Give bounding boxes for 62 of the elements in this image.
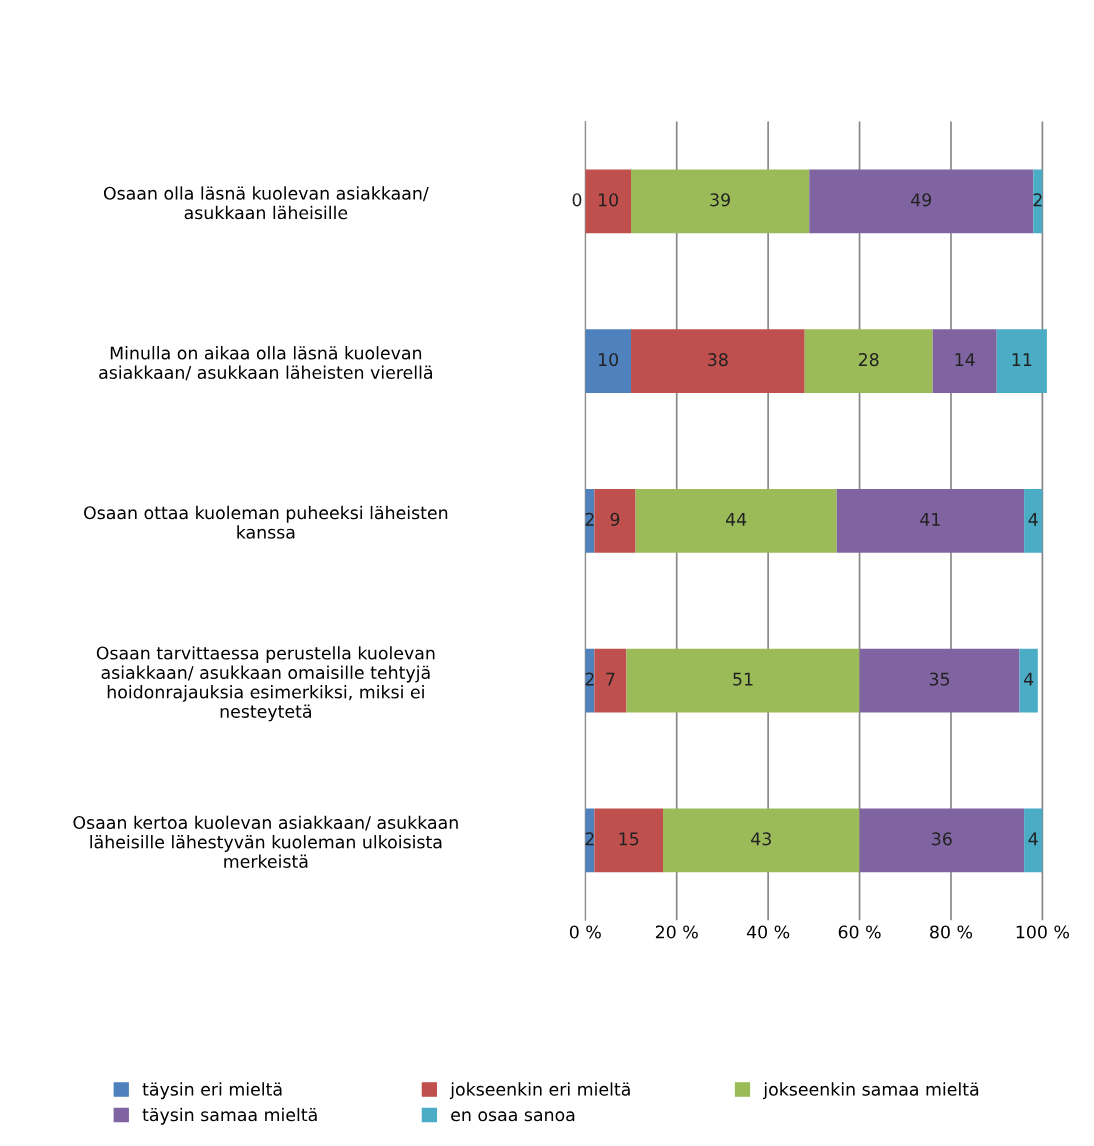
legend-label: täysin samaa mieltä <box>142 1107 317 1125</box>
legend-label: jokseenkin eri mieltä <box>449 1082 630 1100</box>
y-tick-label: Osaan ottaa kuoleman puheeksi läheisten kanssa <box>84 505 448 539</box>
bar <box>859 648 1020 713</box>
bar <box>859 808 1025 873</box>
bar <box>996 329 1047 394</box>
data-label: 2 <box>585 672 594 686</box>
data-label: 49 <box>911 193 932 207</box>
data-label: 2 <box>585 512 594 526</box>
data-label: 38 <box>708 353 728 367</box>
bar <box>1024 808 1043 873</box>
data-label: 28 <box>858 353 879 367</box>
bar <box>594 648 627 713</box>
x-tick-label: 60 % <box>838 925 881 939</box>
y-tick-label: Minulla on aikaa olla läsnä kuolevan asiakkaan/ asukkaan läheisten vierellä <box>99 346 432 381</box>
legend-label: jokseenkin samaa mieltä <box>763 1082 979 1100</box>
data-label: 14 <box>955 353 975 366</box>
bar <box>804 329 933 394</box>
bar <box>836 488 1025 553</box>
bar <box>594 808 663 873</box>
data-label: 11 <box>1012 353 1032 366</box>
y-tick-label: Osaan tarvittaessa perustella kuolevan asiakkaan/ asukkaan omaisille tehtyjä hoidonrajauksia esimerkiksi, miksi ei nesteytetä <box>96 646 435 722</box>
bar <box>594 488 636 553</box>
bar <box>1024 488 1043 553</box>
bar <box>631 329 805 394</box>
data-label: 15 <box>619 832 639 846</box>
data-label: 51 <box>733 672 753 686</box>
bar <box>585 329 631 394</box>
data-label: 2 <box>1033 193 1042 207</box>
bar <box>631 169 810 234</box>
bar <box>635 488 837 553</box>
legend-label: en osaa sanoa <box>451 1111 575 1122</box>
bar <box>932 329 997 394</box>
x-tick-label: 80 % <box>930 925 973 939</box>
data-label: 41 <box>920 512 940 526</box>
data-label: 39 <box>710 193 730 207</box>
data-label: 4 <box>1024 672 1034 686</box>
data-label: 9 <box>610 512 620 526</box>
x-tick-label: 100 % <box>1016 925 1070 939</box>
data-label: 35 <box>929 672 950 686</box>
x-tick-label: 40 % <box>746 925 790 939</box>
data-label: 2 <box>585 832 594 846</box>
bar <box>585 169 631 234</box>
data-label: 4 <box>1028 832 1038 846</box>
data-label: 10 <box>599 353 619 367</box>
y-tick-label: Osaan kertoa kuolevan asiakkaan/ asukkaan läheisille lähestyvän kuoleman ulkoisista merkeistä <box>73 815 458 868</box>
data-label: 43 <box>751 832 771 846</box>
bar <box>626 648 860 713</box>
legend-label: täysin eri mieltä <box>142 1082 282 1100</box>
y-tick-label: Osaan olla läsnä kuolevan asiakkaan/ asukkaan läheisille <box>103 186 429 220</box>
data-label: 36 <box>932 832 952 846</box>
annotation: 0 <box>572 193 582 207</box>
bar <box>809 169 1034 234</box>
x-tick-label: 20 % <box>655 925 698 939</box>
x-tick-label: 0 % <box>569 925 601 939</box>
bar <box>1033 169 1043 234</box>
data-label: 44 <box>725 512 747 526</box>
data-label: 4 <box>1028 512 1038 526</box>
bar <box>663 808 860 873</box>
bar <box>1019 648 1038 713</box>
data-label: 10 <box>599 193 619 207</box>
data-label: 7 <box>606 672 615 686</box>
